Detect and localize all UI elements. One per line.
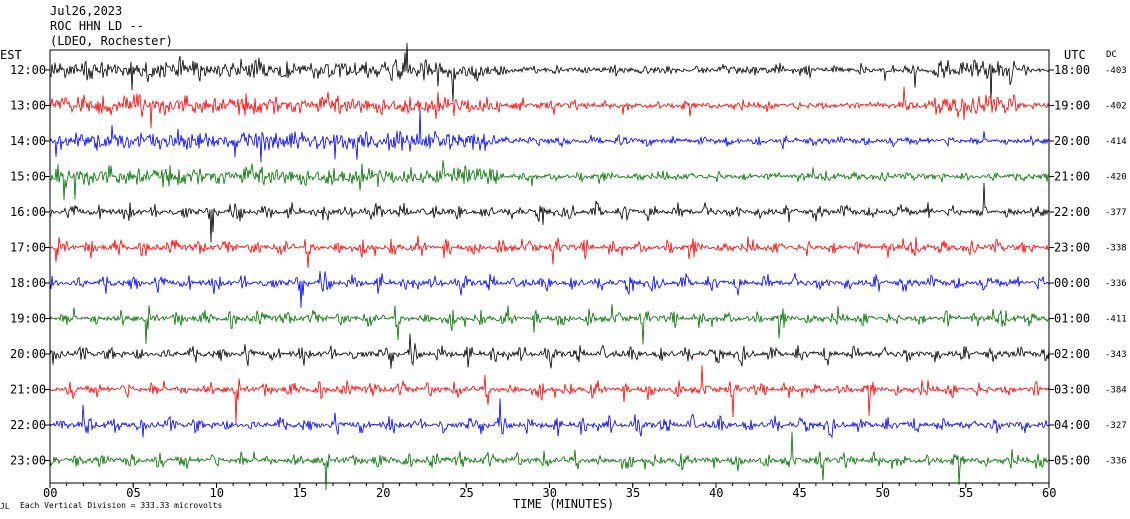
est-hour-label: 17:00: [10, 241, 46, 255]
x-tick-label: 15: [293, 486, 307, 500]
trace-row-1400: [49, 109, 1050, 163]
est-hour-label: 16:00: [10, 205, 46, 219]
est-hour-label: 20:00: [10, 347, 46, 361]
est-hour-label: 23:00: [10, 454, 46, 468]
x-tick-label: 50: [876, 486, 890, 500]
dc-offset-label: -336: [1105, 457, 1127, 467]
dc-offset-label: -403: [1105, 66, 1127, 76]
trace-row-1900: [49, 303, 1049, 345]
x-tick-label: 00: [43, 486, 57, 500]
est-hour-label: 14:00: [10, 134, 46, 148]
dc-offset-label: -338: [1105, 244, 1127, 254]
est-hour-label: 13:00: [10, 99, 46, 113]
header-station: ROC HHN LD --: [50, 19, 144, 33]
dc-offset-label: -420: [1105, 173, 1127, 183]
utc-hour-label: 22:00: [1054, 205, 1090, 219]
header-date: Jul26,2023: [50, 4, 122, 18]
x-axis-label: TIME (MINUTES): [513, 497, 614, 511]
dc-offset-label: -327: [1105, 421, 1127, 431]
x-tick-label: 55: [959, 486, 973, 500]
x-tick-label: 10: [210, 486, 224, 500]
dc-header-label: DC: [1106, 50, 1117, 60]
trace-row-2200: [49, 398, 1050, 439]
trace-row-1300: [49, 86, 1050, 129]
est-hour-label: 15:00: [10, 170, 46, 184]
dc-offset-labels: -403 -402 -414 -420 -377 -338 -336 -411 -343 -384…: [1105, 66, 1127, 467]
utc-hour-labels: 18:00 19:00 20:00 21:00 22:00 23:00 00:00 01:00…: [1054, 63, 1090, 468]
dc-offset-label: -411: [1105, 315, 1127, 325]
trace-row-1700: [49, 235, 1050, 269]
utc-hour-label: 03:00: [1054, 383, 1090, 397]
trace-row-1200: [49, 42, 1050, 105]
dc-offset-label: -384: [1105, 386, 1127, 396]
utc-hour-label: 18:00: [1054, 63, 1090, 77]
utc-zone-label: UTC: [1064, 48, 1086, 62]
trace-row-2100: [49, 365, 1050, 423]
est-zone-label: EST: [0, 48, 22, 62]
utc-hour-label: 01:00: [1054, 312, 1090, 326]
utc-hour-label: 02:00: [1054, 347, 1090, 361]
x-axis-ticks: 00 05 10 15 20 25 30 35 40 45 50 55 60: [43, 69, 1056, 500]
utc-hour-label: 21:00: [1054, 170, 1090, 184]
utc-hour-label: 04:00: [1054, 418, 1090, 432]
seismic-traces: [49, 42, 1050, 491]
dc-offset-label: -402: [1105, 102, 1127, 112]
trace-row-1600: [49, 182, 1050, 243]
utc-hour-label: 19:00: [1054, 99, 1090, 113]
x-tick-label: 30: [543, 486, 557, 500]
scale-note: Each Vertical Division = 333.33 microvol…: [20, 501, 222, 510]
x-tick-label: 05: [126, 486, 140, 500]
dc-offset-label: -414: [1105, 137, 1127, 147]
x-tick-label: 45: [792, 486, 806, 500]
x-tick-label: 40: [709, 486, 723, 500]
trace-row-2300: [49, 431, 1050, 491]
x-tick-label: 35: [626, 486, 640, 500]
dc-offset-label: -336: [1105, 279, 1127, 289]
trace-row-1500: [49, 160, 1050, 201]
header-network: (LDEO, Rochester): [50, 34, 173, 48]
est-hour-labels: 12:00 13:00 14:00 15:00 16:00 17:00 18:00 19:00…: [10, 63, 46, 468]
est-hour-label: 19:00: [10, 312, 46, 326]
est-hour-label: 12:00: [10, 63, 46, 77]
est-hour-label: 22:00: [10, 418, 46, 432]
trace-row-1800: [49, 271, 1050, 308]
dc-offset-label: -377: [1105, 208, 1127, 218]
est-hour-label: 18:00: [10, 276, 46, 290]
utc-hour-label: 00:00: [1054, 276, 1090, 290]
utc-hour-label: 23:00: [1054, 241, 1090, 255]
trace-row-2000: [49, 333, 1050, 369]
x-tick-label: 20: [376, 486, 390, 500]
est-hour-label: 21:00: [10, 383, 46, 397]
x-tick-label: 60: [1042, 486, 1056, 500]
x-tick-label: 25: [459, 486, 473, 500]
corner-mark: JL: [0, 502, 10, 511]
utc-hour-label: 05:00: [1054, 454, 1090, 468]
utc-hour-label: 20:00: [1054, 134, 1090, 148]
dc-offset-label: -343: [1105, 350, 1127, 360]
